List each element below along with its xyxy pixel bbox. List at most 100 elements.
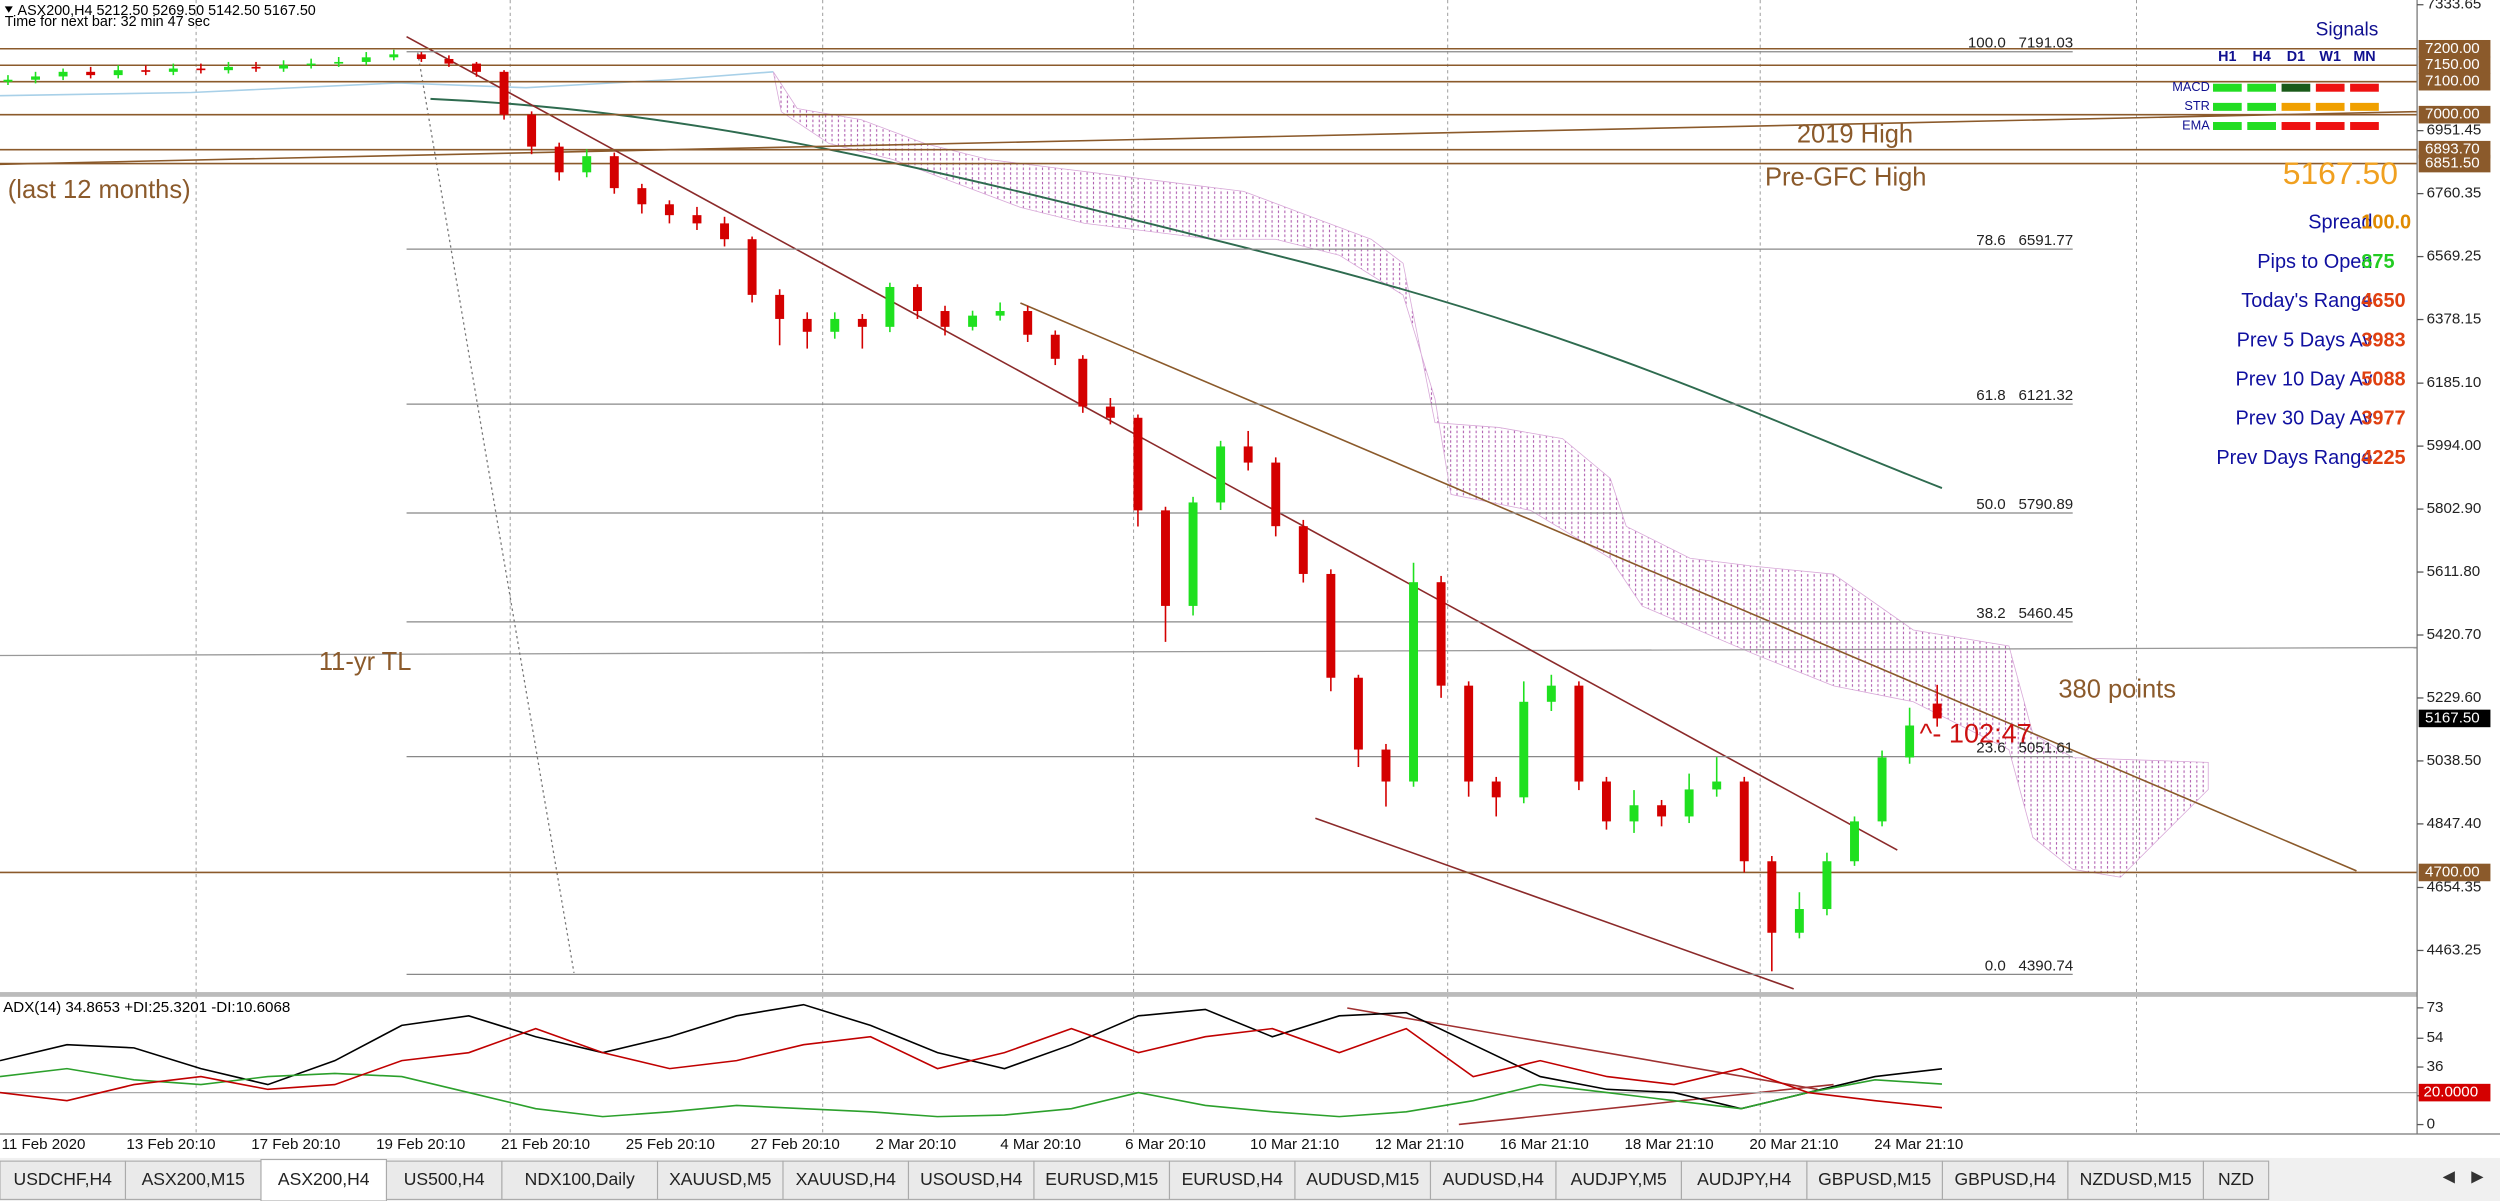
- indicator-line: [0, 1067, 1943, 1118]
- header: ASX200,H4 5212.50 5269.50 5142.50 5167.5…: [4, 3, 316, 30]
- tab[interactable]: [656, 1160, 784, 1200]
- adx-pane: ADX(14) 34.8653 +DI:25.3201 -DI:10.6068: [0, 999, 2418, 1118]
- signal-column: H1: [2218, 49, 2236, 65]
- candle-body: [664, 204, 674, 216]
- tab-label[interactable]: USOUSD,H4: [920, 1169, 1023, 1189]
- stat-value: 4225: [2361, 447, 2405, 469]
- fib-level: 38.2: [1976, 605, 2005, 622]
- tab[interactable]: [124, 1160, 262, 1200]
- tabs: USDCHF,H4 ASX200,M15 ASX200,H4 US500,H4 NDX1…: [0, 1158, 2270, 1201]
- tab[interactable]: [1941, 1160, 2069, 1200]
- tab[interactable]: [1168, 1160, 1296, 1200]
- stat-value: 100.0: [2361, 212, 2411, 234]
- tab-label[interactable]: XAUUSD,M5: [669, 1169, 772, 1189]
- y-tick-label: 5229.60: [2427, 689, 2482, 706]
- signal-cell: [2281, 102, 2311, 111]
- stat-label: Prev 5 Days Av: [2237, 329, 2373, 351]
- price-levels: [0, 47, 2418, 874]
- candle-body: [141, 70, 151, 72]
- candle-body: [1519, 701, 1529, 798]
- high-2019-line: [0, 110, 2418, 166]
- stat-value: 3983: [2361, 329, 2405, 351]
- tab[interactable]: [385, 1160, 503, 1200]
- tab-label[interactable]: USDCHF,H4: [14, 1169, 113, 1189]
- level-label: 4700.00: [2425, 863, 2480, 880]
- candle-body: [1601, 781, 1611, 822]
- tab-label[interactable]: AUDUSD,M15: [1306, 1169, 1419, 1189]
- candle-body: [361, 57, 371, 62]
- tab-label[interactable]: AUDUSD,H4: [1443, 1169, 1545, 1189]
- tab-label[interactable]: XAUUSD,H4: [796, 1169, 897, 1189]
- y-tick-label: 4463.25: [2427, 941, 2482, 958]
- tab[interactable]: [1294, 1160, 1432, 1200]
- stat-value: 5088: [2361, 369, 2405, 391]
- candle-body: [609, 156, 619, 189]
- candle-body: [1188, 502, 1198, 606]
- tab[interactable]: [501, 1160, 659, 1200]
- scroll-left[interactable]: ◀: [2443, 1168, 2456, 1185]
- signal-cell: [2350, 122, 2379, 130]
- tab-label[interactable]: EURUSD,M15: [1045, 1169, 1158, 1189]
- tab-label[interactable]: US500,H4: [404, 1169, 485, 1189]
- collapse-icon[interactable]: [4, 6, 13, 13]
- tab-label[interactable]: GBPUSD,H4: [1955, 1169, 2057, 1189]
- tab[interactable]: [1680, 1160, 1808, 1200]
- y-tick-label: 5420.70: [2427, 626, 2482, 643]
- tab[interactable]: [1033, 1160, 1171, 1200]
- x-tick-label: 10 Mar 21:10: [1250, 1136, 1339, 1153]
- candle-body: [554, 146, 564, 173]
- candle-body: [1712, 781, 1722, 790]
- tab-label[interactable]: NZDUSD,M15: [2080, 1169, 2192, 1189]
- tab-label[interactable]: NDX100,Daily: [525, 1169, 635, 1189]
- x-tick-label: 25 Feb 20:10: [626, 1136, 715, 1153]
- level-label: 7200.00: [2425, 40, 2480, 57]
- candle-body: [1905, 725, 1915, 758]
- signal-label: EMA: [2182, 117, 2210, 132]
- signal-cell: [2247, 83, 2276, 92]
- price-axis-bg: [2417, 0, 2500, 1135]
- y-tick-label: 36: [2427, 1058, 2444, 1075]
- tab-label[interactable]: AUDJPY,H4: [1697, 1169, 1791, 1189]
- fib-value: 5460.45: [2018, 605, 2073, 622]
- x-tick-label: 19 Feb 20:10: [376, 1136, 465, 1153]
- trendline: [1020, 302, 2357, 872]
- candle-body: [444, 58, 454, 64]
- moving-average: [430, 97, 1943, 489]
- stat-label: Spread: [2308, 212, 2372, 234]
- x-tick-label: 13 Feb 20:10: [126, 1136, 215, 1153]
- x-tick-label: 27 Feb 20:10: [751, 1136, 840, 1153]
- candle-body: [1822, 861, 1832, 910]
- level-box: [2418, 863, 2491, 882]
- candle-body: [1298, 526, 1308, 574]
- signal-cell: [2281, 83, 2311, 92]
- candle-body: [720, 223, 729, 240]
- fib-level: 23.6: [1976, 740, 2005, 757]
- tab-label[interactable]: ASX200,H4: [278, 1169, 370, 1189]
- tab[interactable]: [1806, 1160, 1944, 1200]
- tab-label[interactable]: ASX200,M15: [142, 1169, 246, 1189]
- tab-label[interactable]: NZD: [2218, 1169, 2254, 1189]
- fib-level: 50.0: [1976, 496, 2005, 513]
- tab[interactable]: [1555, 1160, 1682, 1200]
- candle-body: [527, 114, 537, 147]
- active-tab[interactable]: [260, 1158, 388, 1201]
- x-tick-label: 20 Mar 21:10: [1749, 1136, 1838, 1153]
- candle-body: [168, 68, 178, 72]
- tab[interactable]: [2202, 1160, 2270, 1200]
- y-tick-label: 0: [2427, 1116, 2435, 1133]
- fib-value: 5790.89: [2018, 496, 2073, 513]
- scroll-right[interactable]: ▶: [2471, 1168, 2484, 1185]
- x-tick-label: 4 Mar 20:10: [1000, 1136, 1081, 1153]
- timer: Time for next bar: 32 min 47 sec: [5, 14, 210, 30]
- tab-label[interactable]: EURUSD,H4: [1182, 1169, 1284, 1189]
- signal-cell: [2213, 83, 2242, 92]
- tab-label[interactable]: AUDJPY,M5: [1571, 1169, 1667, 1189]
- level-label: 7150.00: [2425, 56, 2480, 73]
- signal-cell: [2247, 122, 2276, 130]
- trendline: [1315, 817, 1794, 990]
- stat-value: 3977: [2361, 408, 2405, 430]
- candle-body: [1409, 582, 1419, 782]
- tab-label[interactable]: GBPUSD,M15: [1818, 1169, 1931, 1189]
